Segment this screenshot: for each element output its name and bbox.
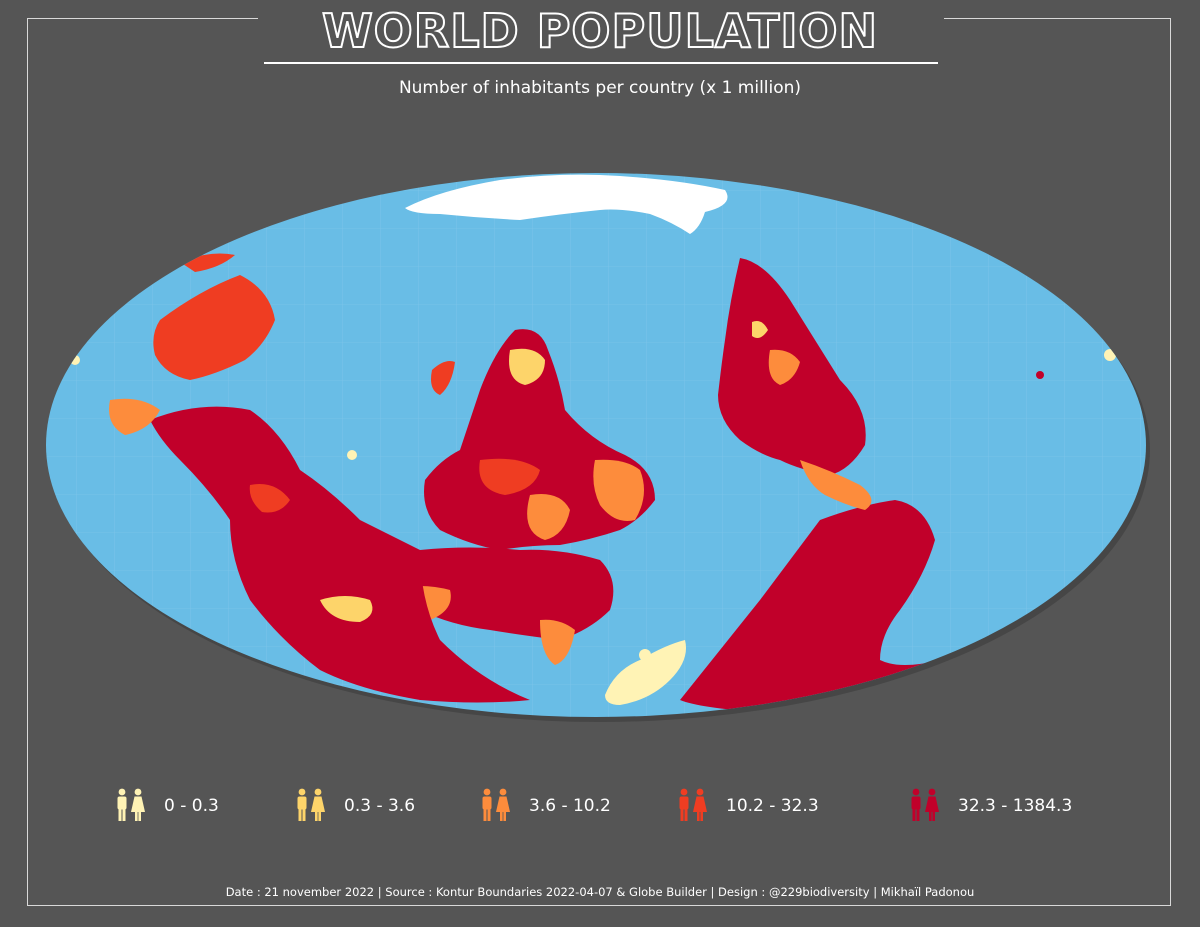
north-america-region [680, 500, 940, 712]
mongolia-region [320, 596, 373, 622]
antarctica-region [405, 174, 728, 234]
island-mark [639, 649, 651, 661]
footer-credits: Date : 21 november 2022 | Source : Kontu… [225, 885, 975, 899]
europe-region [412, 547, 614, 640]
africa-orange-region-a [593, 459, 644, 521]
page-subtitle: Number of inhabitants per country (x 1 m… [398, 78, 802, 98]
legend-label: 32.3 - 1384.3 [958, 796, 1073, 816]
asia-region [150, 406, 530, 703]
middle-east-orange-region [540, 619, 575, 665]
man-woman-icon [297, 788, 325, 821]
legend-label: 3.6 - 10.2 [529, 796, 611, 816]
legend-label: 0.3 - 3.6 [344, 796, 416, 816]
island-mark [1104, 349, 1116, 361]
legend-item-4: 10.2 - 32.3 [672, 786, 819, 826]
south-america-orange-region [768, 349, 800, 385]
man-woman-icon [679, 788, 707, 821]
man-woman-icon [482, 788, 510, 821]
madagascar-region [431, 361, 455, 395]
title-underline [264, 62, 938, 64]
asia-red-region [249, 484, 290, 513]
australia-region [153, 275, 275, 380]
legend-label: 10.2 - 32.3 [726, 796, 819, 816]
africa-orange-region-b [527, 494, 570, 540]
page-title: WORLD POPULATION [321, 3, 879, 59]
title-mask [258, 0, 944, 40]
indonesia-region [109, 398, 160, 435]
africa-yellow-region [509, 348, 545, 385]
legend-item-3: 3.6 - 10.2 [475, 786, 611, 826]
legend-label: 0 - 0.3 [164, 796, 219, 816]
south-america-yellow-region [752, 321, 768, 338]
greenland-region [605, 640, 686, 705]
island-mark [347, 450, 357, 460]
legend-item-2: 0.3 - 3.6 [290, 786, 415, 826]
island-mark [1036, 371, 1044, 379]
africa-red-region [479, 458, 540, 495]
man-woman-icon [911, 788, 939, 821]
legend-item-5: 32.3 - 1384.3 [904, 786, 1072, 826]
man-woman-icon [117, 788, 145, 821]
central-america-region [800, 460, 872, 510]
legend-item-1: 0 - 0.3 [110, 786, 219, 826]
island-mark [70, 355, 80, 365]
